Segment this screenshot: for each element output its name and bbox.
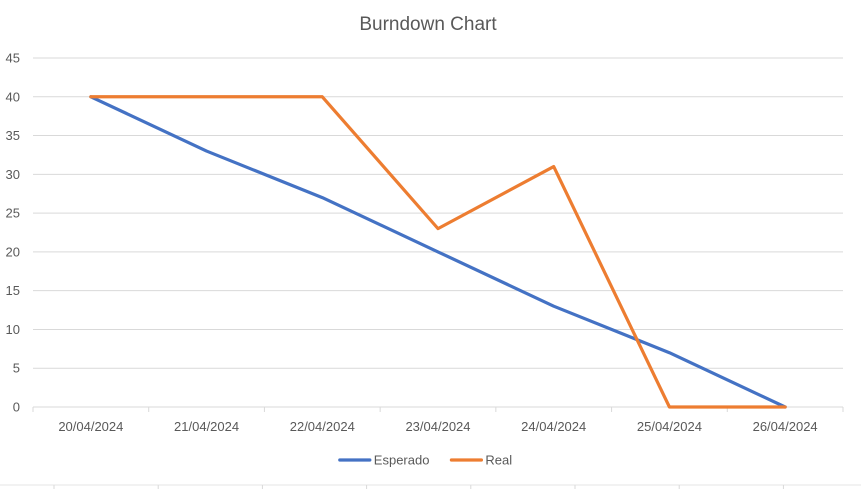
- y-tick-label: 25: [6, 206, 20, 221]
- x-tick-label: 20/04/2024: [58, 419, 123, 434]
- y-tick-label: 20: [6, 244, 20, 259]
- y-tick-label: 40: [6, 89, 20, 104]
- y-tick-label: 5: [13, 361, 20, 376]
- series-lines: [89, 95, 787, 409]
- x-tick-label: 26/04/2024: [753, 419, 818, 434]
- gridlines: [33, 57, 843, 369]
- legend-label-esperado: Esperado: [374, 453, 430, 468]
- y-tick-label: 15: [6, 283, 20, 298]
- x-tick-label: 21/04/2024: [174, 419, 239, 434]
- x-tick-label: 23/04/2024: [405, 419, 470, 434]
- x-tick-label: 24/04/2024: [521, 419, 586, 434]
- y-tick-label: 45: [6, 51, 20, 66]
- y-axis: 0 5 10 15 20 25 30 35 40 45: [6, 51, 20, 415]
- x-axis: 20/04/2024 21/04/2024 22/04/2024 23/04/2024…: [32, 406, 844, 434]
- y-tick-label: 35: [6, 128, 20, 143]
- bottom-border-ticks: [0, 484, 861, 489]
- series-line-real: [89, 95, 787, 409]
- legend-label-real: Real: [485, 453, 512, 468]
- x-tick-label: 22/04/2024: [290, 419, 355, 434]
- chart-title: Burndown Chart: [359, 14, 497, 35]
- y-tick-label: 10: [6, 322, 20, 337]
- x-tick-label: 25/04/2024: [637, 419, 702, 434]
- y-tick-label: 30: [6, 167, 20, 182]
- series-line-esperado: [89, 95, 787, 409]
- y-tick-label: 0: [13, 400, 20, 415]
- legend: Esperado Real: [338, 453, 512, 468]
